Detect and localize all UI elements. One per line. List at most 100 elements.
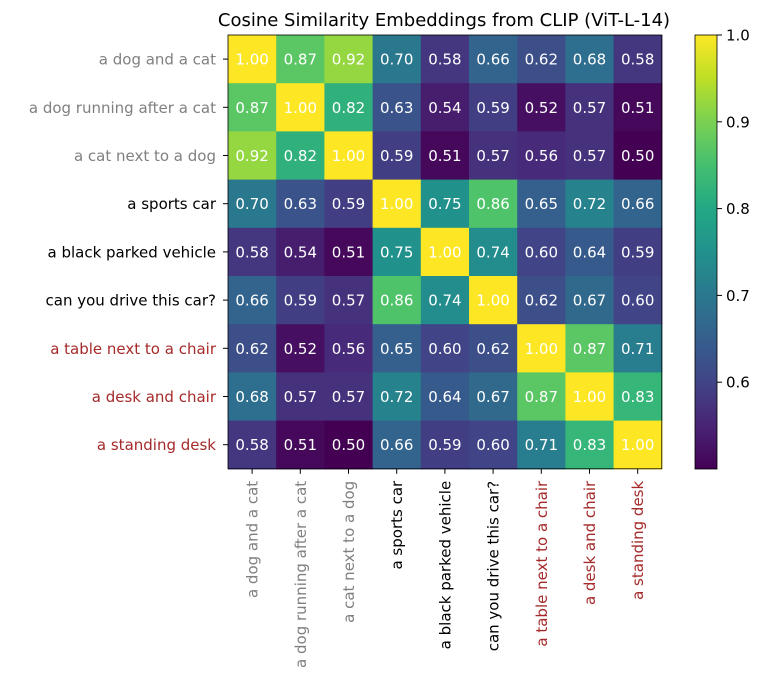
cell-value-label: 0.60: [428, 340, 461, 358]
heatmap-cell: [613, 324, 663, 373]
heatmap-cell: [613, 372, 663, 422]
y-tick-label: a dog and a cat: [99, 51, 216, 69]
heatmap-cell: [565, 420, 615, 470]
cell-value-label: 0.63: [380, 99, 413, 117]
heatmap-cell: [372, 420, 422, 470]
cell-value-label: 0.58: [621, 51, 654, 69]
cell-value-label: 0.57: [476, 147, 509, 165]
heatmap-cell: [469, 276, 518, 325]
y-tick-label: can you drive this car?: [46, 292, 216, 310]
cell-value-label: 0.67: [573, 292, 606, 310]
cell-value-label: 0.66: [235, 292, 268, 310]
cell-value-label: 0.87: [573, 340, 606, 358]
heatmap-cell: [565, 227, 615, 277]
cell-value-label: 0.59: [621, 243, 654, 261]
cell-value-label: 1.00: [573, 388, 606, 406]
cell-value-label: 0.60: [476, 436, 509, 454]
cell-value-label: 0.92: [235, 147, 268, 165]
heatmap-cell: [613, 83, 663, 132]
heatmap-cell: [565, 83, 615, 132]
heatmap-cell: [613, 35, 663, 84]
heatmap-cell: [517, 276, 566, 325]
heatmap-cells: [227, 34, 663, 470]
cell-value-label: 0.52: [284, 340, 317, 358]
cell-value-label: 0.83: [621, 388, 654, 406]
cell-value-label: 0.64: [573, 243, 606, 261]
heatmap-cell: [469, 324, 518, 373]
cell-value-label: 0.65: [380, 340, 413, 358]
heatmap-cell: [420, 324, 470, 373]
x-tick-label: a desk and chair: [581, 480, 599, 605]
heatmap-cell: [372, 179, 422, 229]
cell-value-label: 0.62: [525, 51, 558, 69]
heatmap-cell: [469, 420, 518, 470]
cell-value-label: 0.70: [235, 195, 268, 213]
heatmap-cell: [228, 35, 277, 84]
heatmap-cell: [372, 276, 422, 325]
heatmap-cell: [324, 420, 374, 470]
cell-value-label: 0.54: [428, 99, 461, 117]
x-tick-label: a black parked vehicle: [436, 481, 454, 650]
heatmap-cell: [324, 372, 374, 422]
cell-value-label: 0.74: [428, 292, 461, 310]
heatmap-cell: [228, 227, 277, 277]
heatmap-cell: [420, 276, 470, 325]
heatmap-cell: [469, 131, 518, 181]
cell-value-label: 0.82: [284, 147, 317, 165]
heatmap-cell: [228, 131, 277, 181]
cell-value-label: 0.87: [284, 51, 317, 69]
heatmap-cell: [517, 420, 566, 470]
heatmap-cell: [276, 83, 325, 132]
cell-value-label: 0.62: [525, 292, 558, 310]
cell-value-label: 0.50: [332, 436, 365, 454]
heatmap-cell: [372, 35, 422, 84]
cell-value-label: 1.00: [235, 51, 268, 69]
cell-value-label: 1.00: [428, 243, 461, 261]
y-tick-label: a dog running after a cat: [29, 99, 216, 117]
heatmap-cell: [228, 420, 277, 470]
heatmap-cell: [420, 420, 470, 470]
x-tick-label: a sports car: [388, 480, 406, 570]
heatmap-cell: [276, 35, 325, 84]
y-tick-label: a desk and chair: [92, 388, 217, 406]
cell-value-label: 0.62: [235, 340, 268, 358]
heatmap-cell: [276, 227, 325, 277]
cell-value-label: 0.75: [380, 243, 413, 261]
cell-value-label: 0.57: [573, 147, 606, 165]
heatmap-cell: [372, 372, 422, 422]
heatmap-cell: [469, 179, 518, 229]
cell-value-label: 0.86: [476, 195, 509, 213]
colorbar: 0.6 0.7 0.8 0.9 1.0: [694, 27, 750, 470]
heatmap-cell: [420, 227, 470, 277]
colorbar-gradient: [694, 34, 718, 470]
cell-value-label: 0.67: [476, 388, 509, 406]
cell-value-label: 0.83: [573, 436, 606, 454]
cell-value-label: 0.62: [476, 340, 509, 358]
heatmap-cell: [228, 324, 277, 373]
heatmap-cell: [420, 179, 470, 229]
heatmap-cell: [565, 372, 615, 422]
heatmap-cell: [324, 83, 374, 132]
cell-value-label: 0.57: [332, 292, 365, 310]
heatmap-cell: [565, 324, 615, 373]
cell-value-label: 0.51: [428, 147, 461, 165]
cell-value-label: 0.57: [573, 99, 606, 117]
cell-value-label: 0.56: [332, 340, 365, 358]
heatmap-cell: [517, 227, 566, 277]
heatmap-cell: [324, 227, 374, 277]
cell-value-label: 0.70: [380, 51, 413, 69]
colorbar-tick-label: 0.6: [726, 374, 750, 392]
cell-value-label: 0.82: [332, 99, 365, 117]
colorbar-tick-label: 0.7: [726, 287, 750, 305]
cell-value-label: 0.59: [380, 147, 413, 165]
heatmap-cell: [565, 276, 615, 325]
cell-value-label: 0.66: [621, 195, 654, 213]
heatmap-cell: [276, 131, 325, 181]
heatmap-cell: [613, 179, 663, 229]
cell-value-labels: 1.00 0.87 0.92 0.70 0.58 0.66 0.62 0.68 0.58 0.87…: [235, 51, 654, 455]
y-tick-label: a sports car: [127, 195, 217, 213]
y-tick-label: a table next to a chair: [50, 340, 217, 358]
cell-value-label: 0.59: [284, 292, 317, 310]
cell-value-label: 0.63: [284, 195, 317, 213]
